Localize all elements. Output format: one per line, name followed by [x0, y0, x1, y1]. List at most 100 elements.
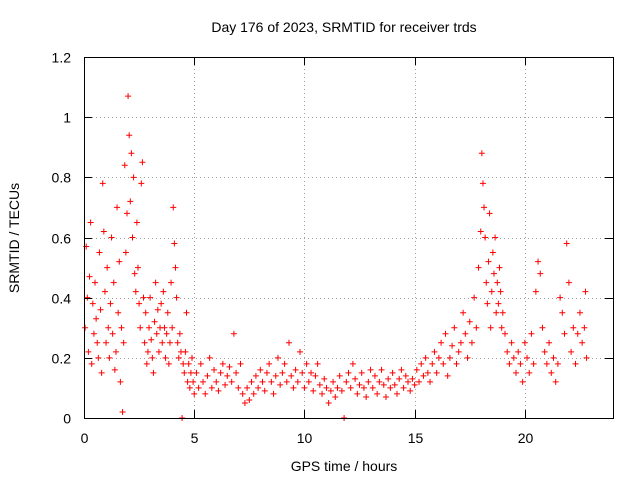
data-point: [492, 234, 499, 241]
data-point: [129, 234, 136, 241]
data-point: [576, 309, 583, 316]
data-point: [109, 330, 116, 337]
data-point: [153, 330, 160, 337]
data-point: [204, 372, 211, 379]
data-point: [453, 360, 460, 367]
data-point: [488, 288, 495, 295]
data-point: [279, 369, 286, 376]
data-point: [98, 369, 105, 376]
data-point: [521, 339, 528, 346]
data-point: [369, 384, 376, 391]
data-point: [292, 366, 299, 373]
data-point: [133, 219, 140, 226]
data-point: [582, 288, 589, 295]
data-point: [263, 369, 270, 376]
data-point: [131, 270, 138, 277]
data-point: [105, 324, 112, 331]
data-point: [497, 288, 504, 295]
data-point: [380, 381, 387, 388]
data-point: [519, 378, 526, 385]
x-tick-label: 5: [191, 430, 199, 446]
data-point: [125, 93, 132, 100]
data-point: [213, 378, 220, 385]
data-point: [285, 339, 292, 346]
data-point: [155, 348, 162, 355]
data-point: [559, 309, 566, 316]
data-point: [526, 369, 533, 376]
data-point: [407, 387, 414, 394]
data-point: [508, 339, 515, 346]
data-point: [252, 372, 259, 379]
data-point: [200, 378, 207, 385]
data-point: [466, 318, 473, 325]
y-tick-label: 1.2: [52, 50, 72, 66]
data-point: [347, 384, 354, 391]
data-point: [462, 330, 469, 337]
data-point: [482, 234, 489, 241]
data-point: [272, 372, 279, 379]
data-point: [438, 339, 445, 346]
data-point: [128, 150, 135, 157]
y-tick-label: 0.4: [52, 291, 72, 307]
data-point: [356, 381, 363, 388]
data-point: [237, 360, 244, 367]
x-tick-label: 15: [408, 430, 424, 446]
data-point: [420, 372, 427, 379]
data-point: [301, 384, 308, 391]
data-point: [168, 279, 175, 286]
data-point: [182, 348, 189, 355]
data-point: [173, 294, 180, 301]
data-point: [393, 390, 400, 397]
data-point: [166, 339, 173, 346]
data-point: [261, 387, 268, 394]
data-point: [290, 384, 297, 391]
data-point: [568, 348, 575, 355]
grid: [84, 57, 613, 418]
data-point: [150, 369, 157, 376]
data-point: [126, 132, 133, 139]
data-point: [485, 258, 492, 265]
data-point: [543, 360, 550, 367]
data-point: [451, 324, 458, 331]
data-point: [211, 366, 218, 373]
data-point: [345, 369, 352, 376]
data-point: [510, 354, 517, 361]
data-point: [228, 378, 235, 385]
data-point: [494, 279, 501, 286]
data-point: [185, 360, 192, 367]
data-point: [174, 339, 181, 346]
data-point: [151, 318, 158, 325]
data-point: [82, 324, 89, 331]
data-point: [248, 378, 255, 385]
data-point: [183, 309, 190, 316]
data-point: [563, 240, 570, 247]
data-point: [382, 393, 389, 400]
data-point: [84, 294, 91, 301]
data-point: [486, 210, 493, 217]
data-point: [530, 360, 537, 367]
data-point: [557, 294, 564, 301]
data-point: [104, 264, 111, 271]
data-point: [135, 264, 142, 271]
data-point: [524, 354, 531, 361]
data-point: [259, 378, 266, 385]
data-point: [506, 360, 513, 367]
data-point: [294, 378, 301, 385]
data-point: [119, 408, 126, 415]
data-point: [376, 378, 383, 385]
data-point: [219, 360, 226, 367]
data-point: [498, 324, 505, 331]
data-point: [363, 393, 370, 400]
data-point: [515, 348, 522, 355]
data-point: [189, 354, 196, 361]
data-point: [579, 339, 586, 346]
data-point: [116, 258, 123, 265]
data-point: [239, 390, 246, 397]
data-point: [277, 381, 284, 388]
data-point: [92, 279, 99, 286]
data-point: [305, 378, 312, 385]
data-point: [493, 309, 500, 316]
data-point: [147, 294, 154, 301]
data-point: [108, 234, 115, 241]
data-point: [186, 384, 193, 391]
